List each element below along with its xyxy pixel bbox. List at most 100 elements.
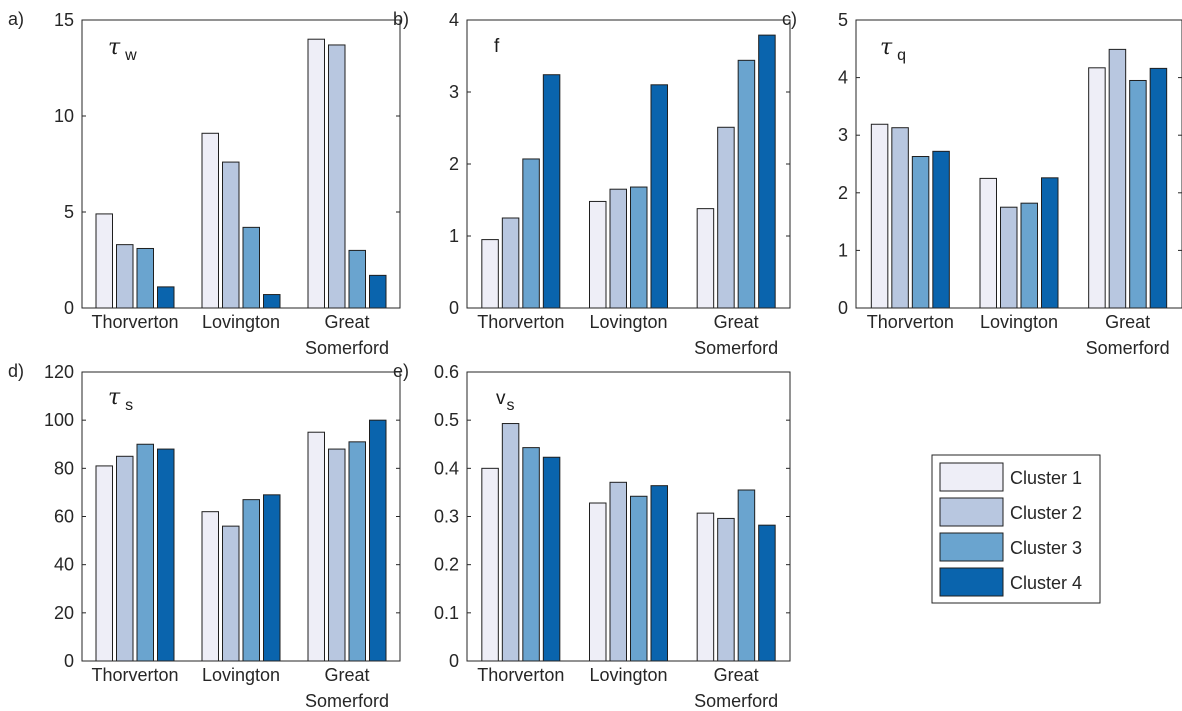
bar-cluster-1-2 (1088, 67, 1106, 309)
ytick-label: 0 (449, 651, 459, 671)
bar-cluster-3-1 (630, 186, 648, 309)
legend-swatch-1 (939, 462, 1004, 492)
panel-label: d) (8, 361, 24, 381)
legend-swatch-2 (939, 497, 1004, 527)
xtick-label: Great (714, 665, 759, 685)
bar-cluster-3-2 (348, 441, 366, 662)
ytick-label: 0.5 (434, 410, 459, 430)
ytick-label: 0 (64, 298, 74, 318)
bar-cluster-3-1 (630, 495, 648, 662)
xtick-label: Great (324, 665, 369, 685)
ytick-label: 0 (449, 298, 459, 318)
bar-cluster-1-0 (481, 467, 499, 662)
xtick-label: Somerford (305, 691, 389, 711)
panel-b: 0 1 2 3 4 Thorverton Lovington Great Somerford b)… (393, 9, 791, 358)
legend: Cluster 1 Cluster 2 Cluster 3 Cluster 4 (931, 454, 1101, 604)
xtick-label: Thorverton (91, 312, 178, 332)
bar-cluster-3-2 (348, 249, 366, 309)
ytick-label: 5 (64, 202, 74, 222)
panel-d: 0 20 40 60 80 100 120 Thorverton Lovington Great S… (8, 361, 401, 711)
bar-cluster-2-2 (328, 44, 346, 309)
bar-cluster-3-0 (522, 447, 540, 662)
panel-annotation: vs (496, 388, 515, 414)
axes-box (81, 19, 401, 309)
bar-cluster-4-1 (1041, 177, 1059, 309)
panel-label: c) (782, 9, 797, 29)
xtick-label: Somerford (694, 691, 778, 711)
bar-cluster-2-0 (501, 423, 520, 662)
bar-cluster-2-0 (501, 217, 520, 309)
bar-cluster-2-2 (717, 517, 735, 662)
ytick-label: 0.6 (434, 362, 459, 382)
panel-a: 0 5 10 15 Thorverton Lovington Great Somerford a… (8, 9, 401, 358)
ytick-label: 40 (54, 555, 74, 575)
ytick-label: 1 (838, 240, 848, 260)
xtick-label: Great (714, 312, 759, 332)
bar-cluster-4-2 (1149, 67, 1168, 309)
xtick-label: Lovington (202, 665, 280, 685)
ytick-label: 2 (838, 183, 848, 203)
ytick-label: 0 (838, 298, 848, 318)
legend-swatch-3 (939, 532, 1004, 562)
xtick-label: Great (1105, 312, 1150, 332)
ytick-label: 4 (838, 68, 848, 88)
bar-cluster-2-2 (1108, 48, 1127, 309)
bar-cluster-1-1 (589, 502, 607, 662)
legend-label-3: Cluster 3 (1010, 538, 1082, 558)
ytick-label: 4 (449, 10, 459, 30)
bar-cluster-1-0 (95, 465, 113, 662)
ytick-label: 100 (44, 410, 74, 430)
bar-cluster-4-0 (157, 448, 175, 662)
bar-cluster-4-1 (650, 84, 668, 309)
bar-cluster-3-2 (1129, 79, 1147, 309)
legend-swatch-4 (939, 567, 1004, 597)
bar-cluster-4-2 (758, 524, 776, 662)
ytick-label: 3 (838, 125, 848, 145)
bar-cluster-3-0 (522, 158, 540, 309)
bar-cluster-4-1 (263, 294, 281, 309)
bar-cluster-4-0 (932, 150, 950, 309)
bar-cluster-2-0 (891, 127, 909, 309)
xtick-label: Great (324, 312, 369, 332)
xtick-label: Lovington (589, 312, 667, 332)
bar-cluster-1-2 (696, 208, 715, 309)
bar-cluster-1-0 (95, 213, 113, 309)
legend-label-4: Cluster 4 (1010, 573, 1082, 593)
bar-cluster-1-1 (589, 200, 607, 309)
bar-cluster-1-0 (481, 239, 499, 309)
bar-cluster-4-0 (157, 286, 175, 309)
bar-cluster-4-2 (758, 34, 776, 309)
panel-annotation: f (494, 36, 500, 57)
xtick-label: Lovington (980, 312, 1058, 332)
legend-label-1: Cluster 1 (1010, 468, 1082, 488)
xtick-label: Somerford (1086, 338, 1170, 358)
ytick-label: 0.2 (434, 555, 459, 575)
bar-cluster-1-2 (307, 38, 325, 309)
bar-cluster-1-1 (201, 511, 219, 662)
ytick-label: 2 (449, 154, 459, 174)
bar-cluster-3-1 (1020, 202, 1038, 309)
ytick-label: 1 (449, 226, 459, 246)
ytick-label: 80 (54, 458, 74, 478)
axes-box (855, 19, 1182, 309)
xtick-label: Thorverton (477, 665, 564, 685)
bar-cluster-2-1 (609, 481, 627, 662)
ytick-label: 0.4 (434, 458, 459, 478)
bar-cluster-3-1 (242, 499, 260, 662)
bar-cluster-3-2 (737, 59, 756, 309)
xtick-label: Thorverton (91, 665, 178, 685)
xtick-label: Somerford (694, 338, 778, 358)
bar-cluster-4-1 (263, 494, 281, 662)
ytick-label: 60 (54, 507, 74, 527)
bar-cluster-1-1 (979, 177, 997, 309)
panel-c: 0 1 2 3 4 5 Thorverton Lovington Great Somerford c… (782, 9, 1182, 358)
panel-label: e) (393, 361, 409, 381)
xtick-label: Lovington (589, 665, 667, 685)
bar-cluster-2-1 (609, 188, 627, 309)
bar-cluster-3-0 (911, 156, 930, 309)
bar-cluster-4-0 (542, 74, 561, 309)
ytick-label: 5 (838, 10, 848, 30)
